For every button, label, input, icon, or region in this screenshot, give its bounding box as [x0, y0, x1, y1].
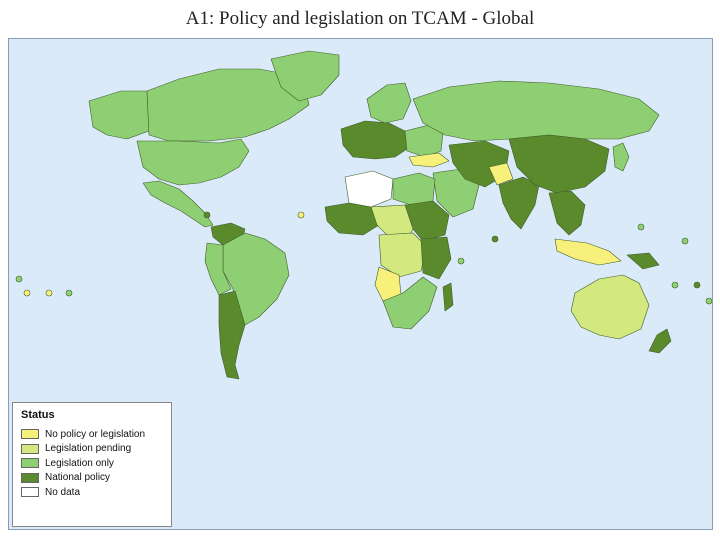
- region-greenland: [270, 50, 340, 102]
- legend-swatch: [21, 443, 39, 454]
- region-usa: [136, 138, 250, 186]
- legend-label: National policy: [45, 472, 111, 484]
- region-india: [498, 176, 540, 230]
- legend-item-no-data: No data: [21, 485, 163, 500]
- legend-item-pending: Legislation pending: [21, 442, 163, 457]
- region-madagascar: [442, 282, 454, 312]
- legend-item-no-policy: No policy or legislation: [21, 427, 163, 442]
- legend-swatch: [21, 487, 39, 498]
- region-north-africa-west: [344, 170, 394, 208]
- region-east-africa: [420, 236, 452, 280]
- region-alaska: [88, 90, 150, 140]
- island-marker: [693, 281, 701, 289]
- legend-swatch: [21, 429, 39, 440]
- legend-item-legislation-only: Legislation only: [21, 456, 163, 471]
- island-marker: [637, 223, 645, 231]
- legend-label: No data: [45, 486, 81, 498]
- legend-swatch: [21, 458, 39, 469]
- legend-swatch: [21, 472, 39, 483]
- legend-label: Legislation only: [45, 457, 114, 469]
- region-west-africa: [324, 202, 380, 236]
- region-indonesia: [554, 238, 622, 266]
- region-north-africa-east: [392, 172, 436, 206]
- region-brazil: [222, 232, 290, 326]
- island-marker: [65, 289, 73, 297]
- region-scandinavia: [366, 82, 412, 124]
- region-turkey: [408, 152, 450, 168]
- region-sudan-ethiopia: [404, 200, 450, 242]
- region-new-zealand: [648, 328, 672, 354]
- map-legend: Status No policy or legislation Legislat…: [12, 402, 172, 527]
- region-australia: [570, 274, 650, 340]
- island-marker: [203, 211, 211, 219]
- island-marker: [297, 211, 305, 219]
- region-russia: [412, 80, 660, 142]
- region-new-guinea: [626, 252, 660, 270]
- island-marker: [491, 235, 499, 243]
- island-marker: [45, 289, 53, 297]
- region-southern-africa: [382, 276, 438, 330]
- region-central-africa: [378, 232, 428, 278]
- legend-item-national-policy: National policy: [21, 471, 163, 486]
- island-marker: [681, 237, 689, 245]
- region-japan-korea: [612, 142, 630, 172]
- map-title: A1: Policy and legislation on TCAM - Glo…: [185, 8, 535, 29]
- island-marker: [457, 257, 465, 265]
- island-marker: [15, 275, 23, 283]
- region-afghanistan: [488, 162, 514, 186]
- region-china: [508, 134, 610, 194]
- legend-label: Legislation pending: [45, 443, 132, 455]
- region-peru-bolivia: [204, 242, 232, 296]
- region-argentina-chile: [218, 290, 246, 380]
- island-marker: [705, 297, 712, 305]
- legend-title: Status: [21, 409, 55, 421]
- region-southeast-asia: [548, 190, 586, 236]
- region-mexico-central-america: [142, 180, 214, 228]
- island-marker: [671, 281, 679, 289]
- map-canvas: [15, 50, 712, 380]
- region-western-europe: [340, 120, 408, 160]
- legend-label: No policy or legislation: [45, 428, 146, 440]
- island-marker: [23, 289, 31, 297]
